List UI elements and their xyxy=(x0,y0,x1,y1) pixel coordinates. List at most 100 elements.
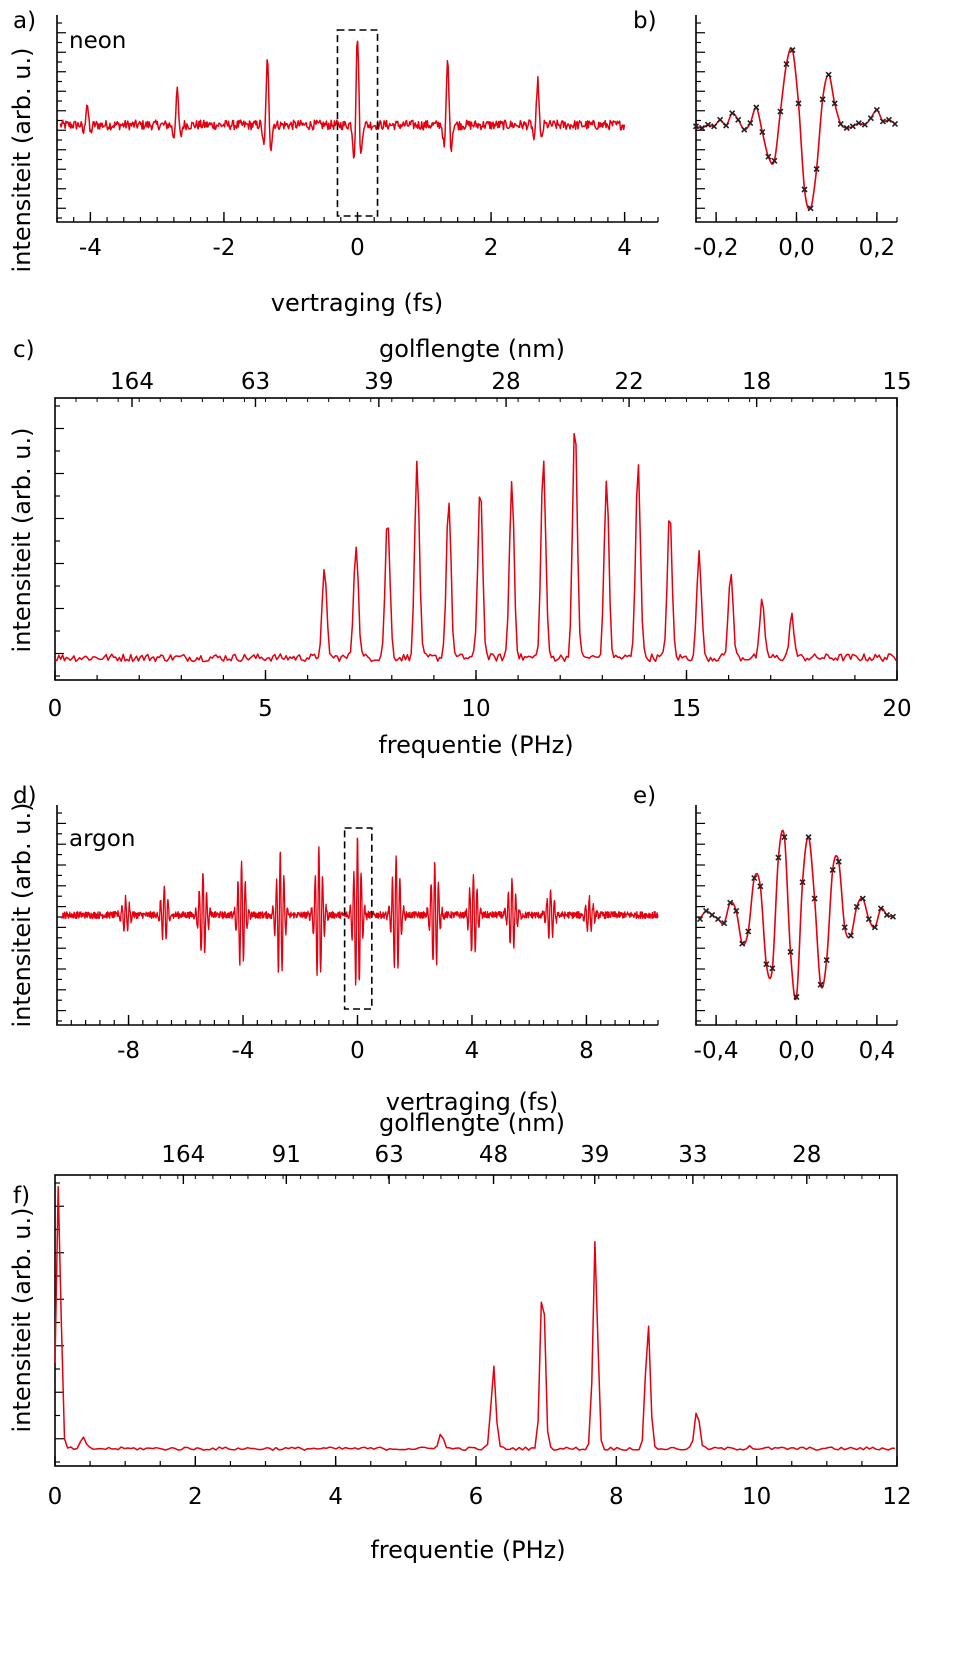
panel-d-xtick-label: -8 xyxy=(117,1038,140,1064)
panel-f-xtick-label: 0 xyxy=(48,1484,63,1510)
panel-b-data-point xyxy=(849,123,856,130)
panel-e-data-point xyxy=(745,928,752,935)
panel-a-xtick-label: 2 xyxy=(484,235,499,261)
panel-d-xtick-label: 0 xyxy=(350,1038,365,1064)
panel-e-data-point xyxy=(877,905,884,912)
panel-e-data-point xyxy=(799,879,806,886)
panel-f-xtick-label: 8 xyxy=(609,1484,624,1510)
panel-b-xtick-label: 0,2 xyxy=(859,235,896,261)
panel-e-data-point xyxy=(823,957,830,964)
panel-f-label: f) xyxy=(13,1183,30,1209)
panel-c-xtick-label: 5 xyxy=(258,696,273,722)
panel-c-xlabel: frequentie (PHz) xyxy=(378,731,573,759)
panel-b-data-point xyxy=(783,60,790,68)
panel-e-fit-curve xyxy=(699,829,894,1001)
panel-b-data-point xyxy=(729,110,736,117)
panel-b-data-point xyxy=(813,165,820,173)
panel-e-data-point xyxy=(817,981,824,988)
panel-b-data-point xyxy=(885,116,893,123)
panel-d-xlabel: vertraging (fs) xyxy=(386,1088,558,1116)
panel-f-xtick-label: 4 xyxy=(328,1484,343,1510)
panel-c-ylabel: intensiteit (arb. u.) xyxy=(8,428,36,653)
panel-b-data-point xyxy=(759,129,766,136)
panel-e-data-point xyxy=(727,899,734,906)
panel-e-data-point xyxy=(751,875,758,882)
panel-b-data-point xyxy=(765,153,772,160)
panel-f-top-tick-label: 48 xyxy=(479,1142,508,1168)
panel-e-data-point xyxy=(709,911,716,919)
panel-d-label: d) xyxy=(13,783,37,809)
panel-c-xtick-label: 20 xyxy=(882,696,911,722)
panel-c-xtick-label: 0 xyxy=(48,696,63,722)
panel-e-data-point xyxy=(865,916,872,923)
panel-e-data-point xyxy=(757,883,764,890)
panel-c-top-tick-label: 22 xyxy=(614,369,643,395)
panel-a-trace xyxy=(59,40,626,159)
panel-c-top-tick-label: 18 xyxy=(742,369,771,395)
panel-e-data-point xyxy=(853,903,860,910)
panel-e-xtick-label: 0,0 xyxy=(778,1038,815,1064)
panel-e-data-point xyxy=(763,961,770,968)
panel-e-data-point xyxy=(805,834,812,841)
panel-c-top-tick-label: 63 xyxy=(241,369,270,395)
panel-b-data-point xyxy=(819,96,826,103)
panel-e-data-point xyxy=(829,866,836,873)
panel-b-data-point xyxy=(753,104,760,111)
panel-b-data-point xyxy=(879,118,886,125)
panel-e-data-point xyxy=(775,854,782,861)
panel-c-top-xlabel: golflengte (nm) xyxy=(379,335,565,363)
panel-f-xtick-label: 2 xyxy=(188,1484,203,1510)
panel-c-top-tick-label: 15 xyxy=(882,369,911,395)
panel-e-label: e) xyxy=(633,783,656,809)
panel-a-xtick-label: 4 xyxy=(617,235,632,261)
panel-b-data-point xyxy=(867,115,874,122)
panel-e-data-point xyxy=(733,907,740,914)
panel-a-xlabel: vertraging (fs) xyxy=(271,289,443,317)
panel-f-xlabel: frequentie (PHz) xyxy=(370,1536,565,1564)
panel-f-xtick-label: 6 xyxy=(469,1484,484,1510)
panel-e-data-point xyxy=(871,924,878,931)
panel-d-xtick-label: 8 xyxy=(579,1038,594,1064)
panel-b-data-point xyxy=(717,116,724,123)
panel-e-data-point xyxy=(696,916,704,923)
panel-b-data-point xyxy=(801,186,808,193)
panel-f-top-tick-label: 39 xyxy=(580,1142,609,1168)
panel-d-ylabel: intensiteit (arb. u.) xyxy=(8,803,36,1028)
panel-b-data-point xyxy=(843,124,850,132)
panel-a-xtick-label: -4 xyxy=(79,235,102,261)
panel-e-data-point xyxy=(841,924,848,931)
panel-b-data-point xyxy=(789,47,796,54)
panel-f-top-tick-label: 91 xyxy=(272,1142,301,1168)
panel-b-xtick-label: -0,2 xyxy=(694,235,739,261)
panel-e-data-point xyxy=(793,993,800,1001)
panel-e-data-point xyxy=(769,965,776,972)
panel-c-top-tick-label: 164 xyxy=(110,369,154,395)
panel-d-zoom-box xyxy=(343,827,373,1010)
panel-b-data-point xyxy=(807,205,814,212)
panel-b-data-point xyxy=(747,120,754,127)
panel-f-xtick-label: 10 xyxy=(742,1484,771,1510)
panel-a-label: a) xyxy=(13,8,36,34)
panel-f-top-tick-label: 28 xyxy=(792,1142,821,1168)
panel-e-data-point xyxy=(811,895,818,902)
panel-c-top-tick-label: 39 xyxy=(364,369,393,395)
panel-c-frame xyxy=(54,397,898,681)
panel-f-top-tick-label: 33 xyxy=(678,1142,707,1168)
panel-a-xtick-label: 0 xyxy=(350,235,365,261)
panel-e-data-point xyxy=(787,948,794,955)
panel-c-xtick-label: 15 xyxy=(672,696,701,722)
panel-f-top-xlabel: golflengte (nm) xyxy=(379,1109,565,1137)
panel-b-label: b) xyxy=(633,8,657,34)
panel-e-data-point xyxy=(889,913,897,920)
panel-e-xtick-label: 0,4 xyxy=(859,1038,896,1064)
panel-b-data-point xyxy=(723,122,730,129)
panel-b-data-point xyxy=(777,108,784,115)
panel-e-data-point xyxy=(781,834,788,841)
panel-c-top-tick-label: 28 xyxy=(491,369,520,395)
plot-layer: -4 -2 0 2 4 a) neon vertraging (fs) intensiteit … xyxy=(8,8,912,1564)
panel-e-data-point xyxy=(883,911,891,919)
panel-a-ylabel: intensiteit (arb. u.) xyxy=(8,48,36,273)
panel-f-top-tick-label: 164 xyxy=(161,1142,205,1168)
panel-e-data-point xyxy=(739,940,746,947)
panel-b-data-point xyxy=(741,126,748,133)
